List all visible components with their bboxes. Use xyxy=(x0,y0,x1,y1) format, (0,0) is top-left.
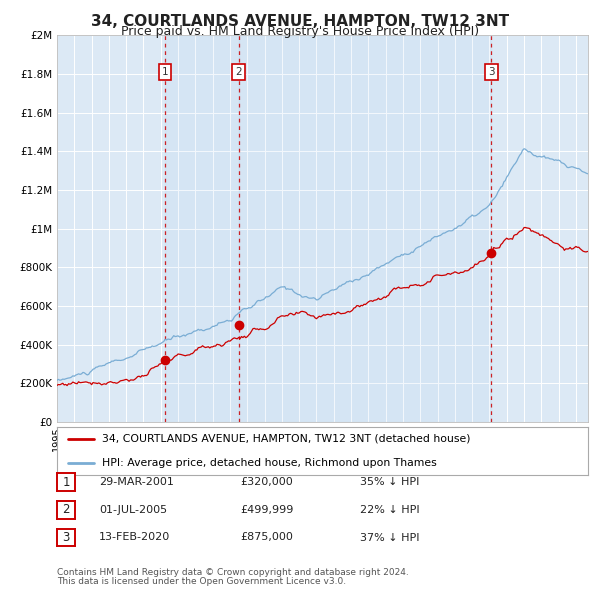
Text: 01-JUL-2005: 01-JUL-2005 xyxy=(99,505,167,514)
Text: 35% ↓ HPI: 35% ↓ HPI xyxy=(360,477,419,487)
Text: Price paid vs. HM Land Registry's House Price Index (HPI): Price paid vs. HM Land Registry's House … xyxy=(121,25,479,38)
Text: This data is licensed under the Open Government Licence v3.0.: This data is licensed under the Open Gov… xyxy=(57,578,346,586)
Text: 29-MAR-2001: 29-MAR-2001 xyxy=(99,477,174,487)
Text: 34, COURTLANDS AVENUE, HAMPTON, TW12 3NT (detached house): 34, COURTLANDS AVENUE, HAMPTON, TW12 3NT… xyxy=(102,434,470,444)
Text: 2: 2 xyxy=(235,67,242,77)
Text: 1: 1 xyxy=(161,67,168,77)
Text: 37% ↓ HPI: 37% ↓ HPI xyxy=(360,533,419,542)
Bar xyxy=(239,35,491,422)
Text: HPI: Average price, detached house, Richmond upon Thames: HPI: Average price, detached house, Rich… xyxy=(102,458,437,468)
Text: 13-FEB-2020: 13-FEB-2020 xyxy=(99,533,170,542)
Text: Contains HM Land Registry data © Crown copyright and database right 2024.: Contains HM Land Registry data © Crown c… xyxy=(57,568,409,577)
Text: 22% ↓ HPI: 22% ↓ HPI xyxy=(360,505,419,514)
Text: 3: 3 xyxy=(488,67,495,77)
Text: 2: 2 xyxy=(62,503,70,516)
Bar xyxy=(165,35,239,422)
Text: £875,000: £875,000 xyxy=(240,533,293,542)
Text: 1: 1 xyxy=(62,476,70,489)
Text: £499,999: £499,999 xyxy=(240,505,293,514)
Text: 34, COURTLANDS AVENUE, HAMPTON, TW12 3NT: 34, COURTLANDS AVENUE, HAMPTON, TW12 3NT xyxy=(91,14,509,28)
Text: 3: 3 xyxy=(62,531,70,544)
Text: £320,000: £320,000 xyxy=(240,477,293,487)
